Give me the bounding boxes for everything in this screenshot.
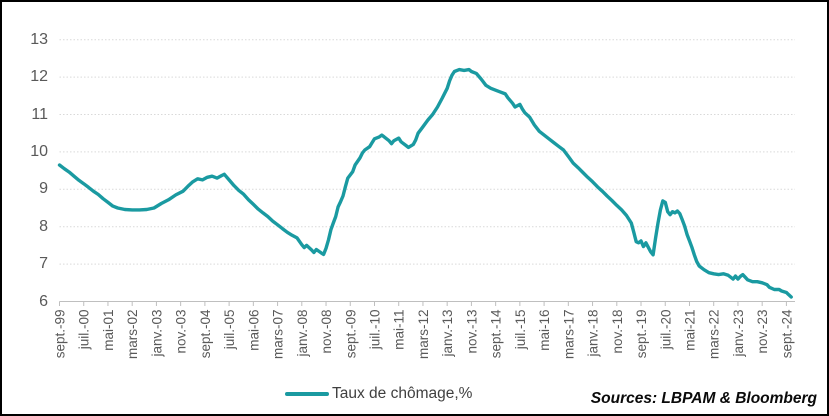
- x-tick-label: nov.-23: [755, 310, 770, 354]
- y-tick-label: 9: [39, 180, 48, 198]
- x-tick-label: mars-02: [125, 310, 140, 360]
- legend: Taux de chômage,%: [285, 385, 472, 403]
- y-tick-label: 8: [39, 217, 48, 235]
- x-tick-label: sept.-24: [779, 309, 794, 358]
- x-tick-label: janv.-03: [149, 310, 164, 358]
- x-tick-label: juil.-10: [367, 310, 382, 351]
- x-tick-label: mai-16: [537, 310, 552, 351]
- x-tick-label: mars-07: [271, 310, 286, 360]
- x-tick-label: mai-01: [101, 310, 116, 351]
- x-tick-label: nov.-18: [610, 310, 625, 354]
- y-tick-label: 6: [39, 292, 48, 310]
- sources-note: Sources: LBPAM & Bloomberg: [590, 390, 817, 407]
- legend-line-swatch: [285, 392, 329, 396]
- legend-label: Taux de chômage,%: [332, 385, 473, 402]
- x-tick-label: sept.-99: [53, 310, 68, 359]
- x-tick-label: nov.-13: [464, 310, 479, 354]
- x-tick-label: juil.-00: [77, 310, 92, 351]
- x-tick-label: janv.-08: [295, 310, 310, 358]
- unemployment-rate-line: [57, 67, 793, 299]
- x-tick-label: janv.-18: [586, 310, 601, 358]
- y-tick-label: 11: [31, 105, 48, 123]
- y-tick-label: 7: [39, 255, 48, 273]
- x-tick-label: janv.-23: [731, 310, 746, 358]
- x-tick-label: mai-21: [682, 310, 697, 351]
- y-tick-label: 13: [30, 30, 48, 48]
- y-tick-label: 10: [30, 142, 48, 160]
- x-tick-label: juil.-20: [658, 310, 673, 351]
- x-tick-label: mars-22: [707, 310, 722, 360]
- x-tick-label: janv.-13: [440, 310, 455, 358]
- x-tick-label: juil.-05: [222, 310, 237, 351]
- x-tick-label: juil.-15: [513, 310, 528, 351]
- x-tick-label: mai-11: [392, 310, 407, 350]
- x-tick-label: nov.-08: [319, 310, 334, 354]
- y-tick-label: 12: [30, 68, 48, 86]
- x-tick-label: nov.-03: [174, 310, 189, 354]
- x-tick-label: mars-12: [416, 310, 431, 360]
- x-tick-label: sept.-09: [343, 310, 358, 359]
- x-tick-label: sept.-04: [198, 309, 213, 358]
- x-tick-label: mars-17: [561, 310, 576, 360]
- x-tick-label: sept.-19: [634, 310, 649, 359]
- x-tick-label: mai-06: [246, 310, 261, 351]
- x-tick-label: sept.-14: [489, 309, 504, 358]
